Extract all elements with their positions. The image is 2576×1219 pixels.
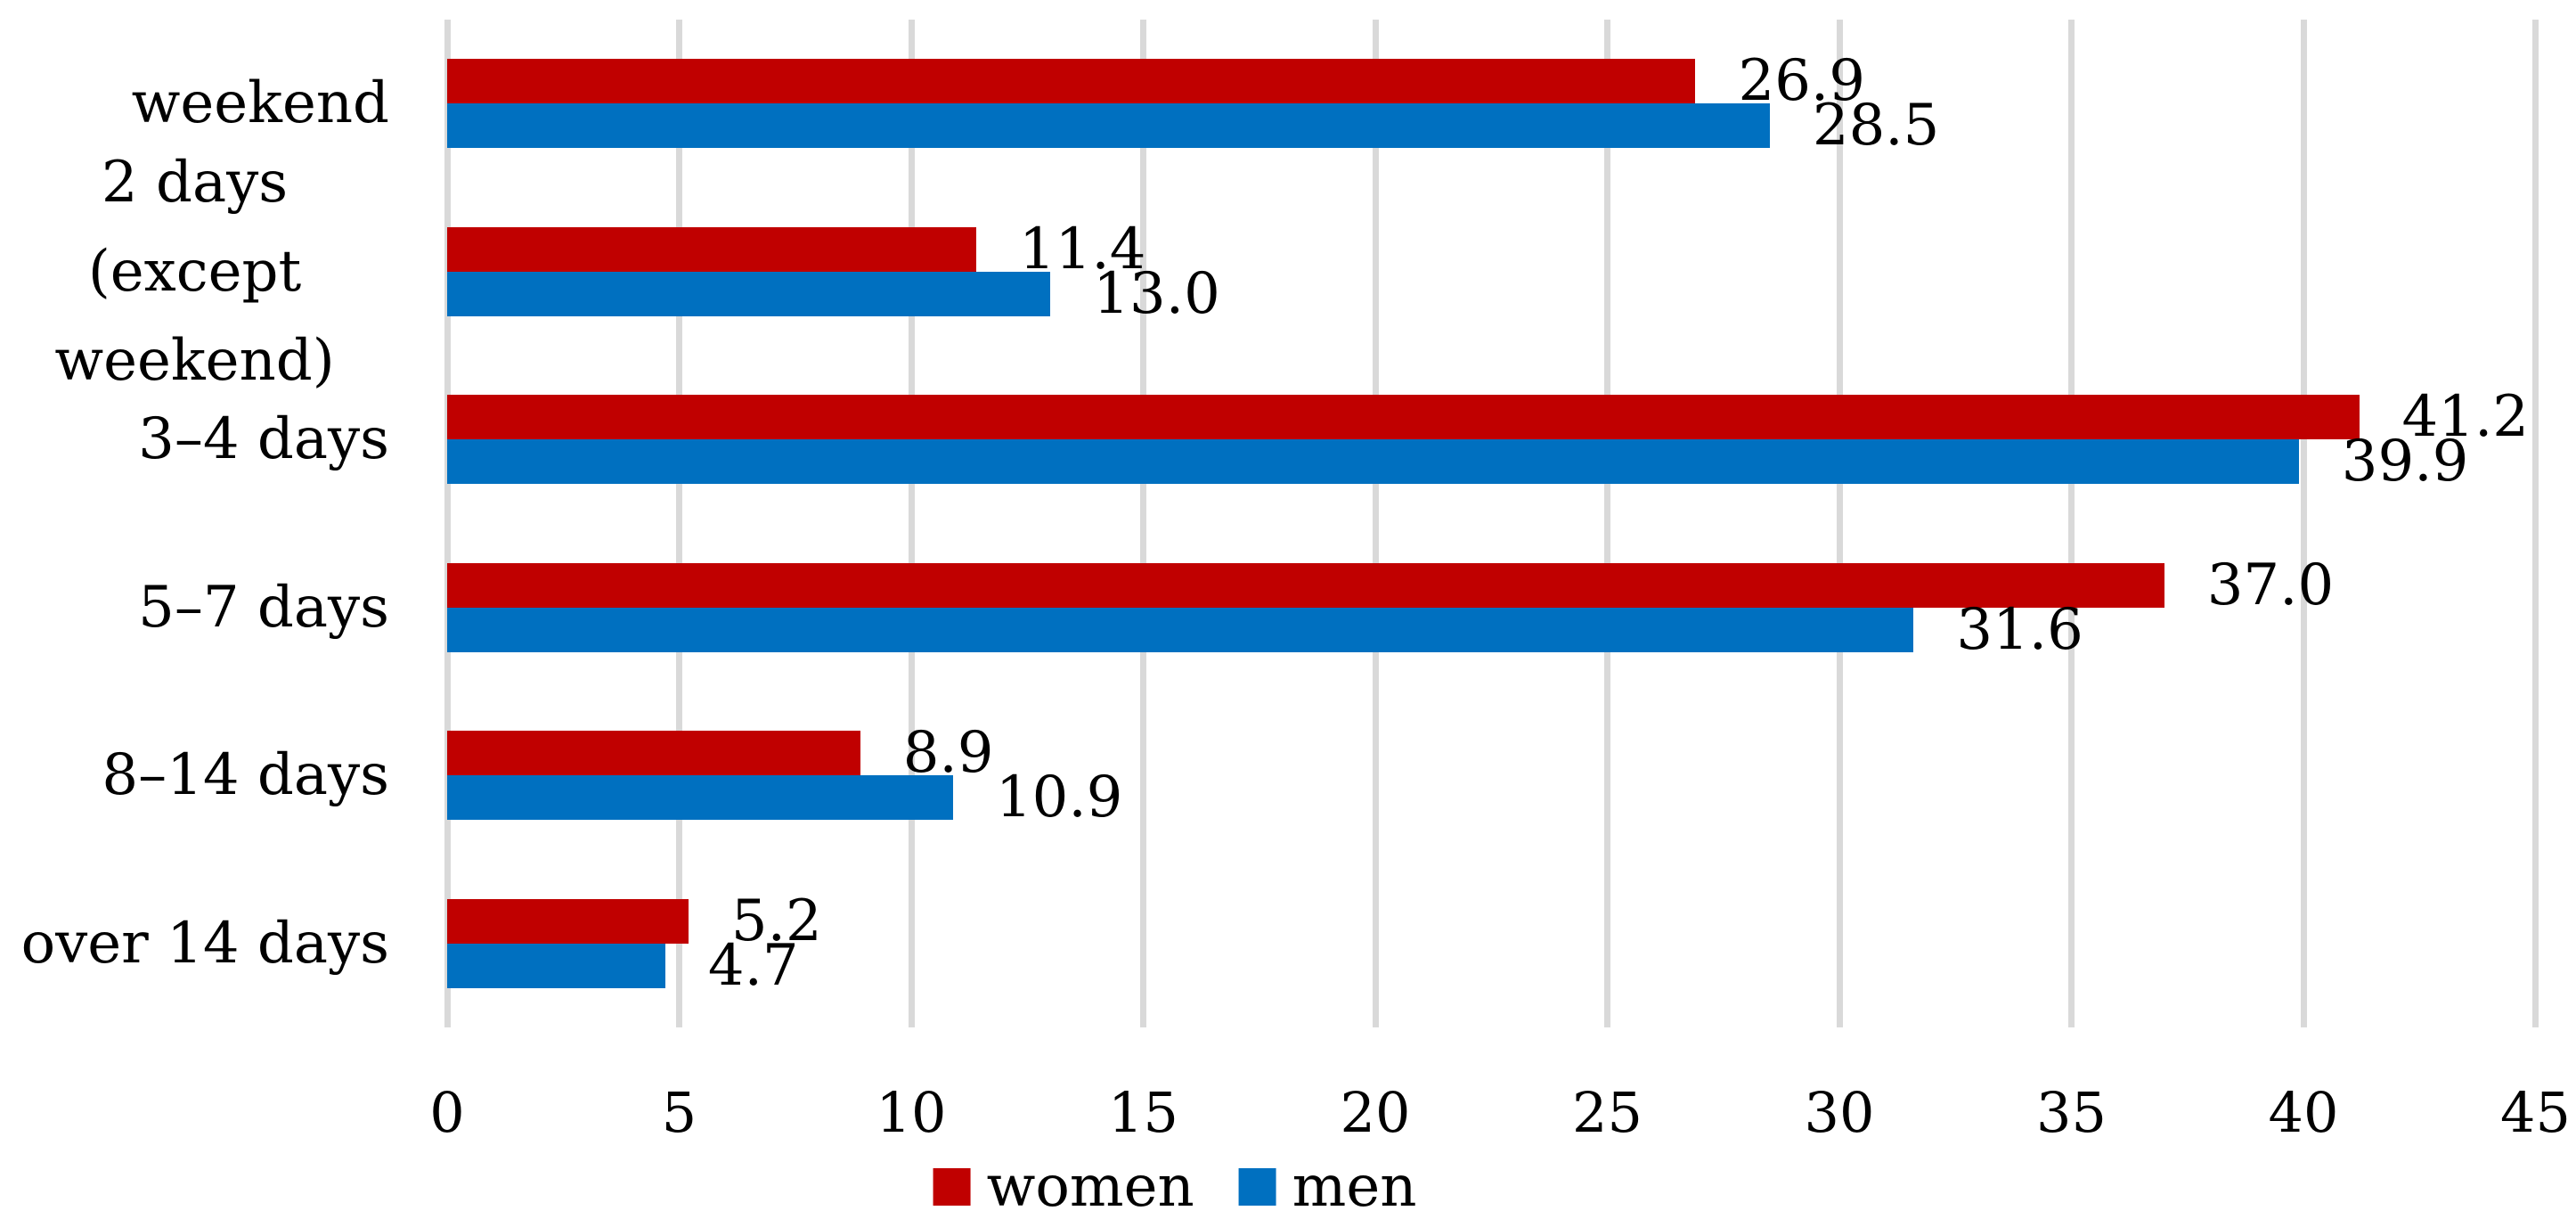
data-label-men-5: 10.9 [995,765,1123,831]
bar-women-5 [447,731,860,776]
legend-item-men: men [1238,1154,1417,1219]
gridline-15 [1140,20,1146,1027]
bar-women-4 [447,562,2164,608]
gridline-30 [1836,20,1843,1027]
gridline-0 [444,20,451,1027]
x-tick-label-10: 10 [876,1080,947,1145]
bar-women-1 [447,59,1696,104]
bar-women-6 [447,898,689,944]
data-label-women-6: 5.2 [730,888,822,954]
bar-men-3 [447,439,2299,485]
data-label-women-3: 41.2 [2401,384,2530,451]
data-label-women-2: 11.4 [1018,216,1146,282]
gridline-45 [2532,20,2539,1027]
data-label-men-2: 13.0 [1093,260,1220,327]
x-tick-label-0: 0 [429,1080,465,1145]
legend-item-women: women [933,1158,1194,1215]
bar-women-3 [447,395,2360,440]
category-label-5: 8–14 days [102,742,389,809]
x-tick-label-45: 45 [2500,1080,2571,1145]
data-label-men-4: 31.6 [1956,596,2083,663]
data-label-women-1: 26.9 [1738,48,1865,115]
x-tick-label-5: 5 [661,1080,697,1145]
plot-area: 26.9 28.5 11.4 13.0 41.2 39.9 37.0 31.6 8.9 10.9 5… [444,20,2539,1027]
gridline-40 [2300,20,2307,1027]
legend: women men [933,1154,1417,1219]
gridline-20 [1372,20,1379,1027]
category-label-4: 5–7 days [138,574,389,641]
category-label-6: over 14 days [20,910,389,977]
legend-swatch-men-icon [1238,1168,1276,1206]
bar-men-2 [447,271,1051,316]
x-tick-label-20: 20 [1340,1080,1411,1145]
x-tick-label-15: 15 [1108,1080,1178,1145]
bar-men-5 [447,775,953,821]
gridline-35 [2068,20,2075,1027]
gridline-25 [1604,20,1610,1027]
category-label-1: weekend [131,70,389,137]
data-label-women-4: 37.0 [2206,552,2335,618]
data-label-men-1: 28.5 [1812,93,1940,160]
x-tick-label-25: 25 [1572,1080,1643,1145]
bar-men-1 [447,103,1770,149]
bar-men-4 [447,607,1914,652]
legend-label-women: women [986,1154,1194,1219]
category-label-2: 2 days (except weekend) [54,149,335,394]
legend-label-men: men [1292,1154,1417,1219]
category-label-3: 3–4 days [138,406,389,473]
x-tick-label-35: 35 [2036,1080,2107,1145]
x-tick-label-40: 40 [2268,1080,2339,1145]
bar-men-6 [447,943,665,988]
data-label-men-6: 4.7 [707,932,799,999]
gridline-5 [676,20,682,1027]
gridline-10 [908,20,915,1027]
x-tick-label-30: 30 [1804,1080,1875,1145]
data-label-women-5: 8.9 [902,720,994,787]
data-label-men-3: 39.9 [2341,429,2469,495]
legend-swatch-women-icon [933,1168,971,1206]
bar-women-2 [447,226,976,272]
